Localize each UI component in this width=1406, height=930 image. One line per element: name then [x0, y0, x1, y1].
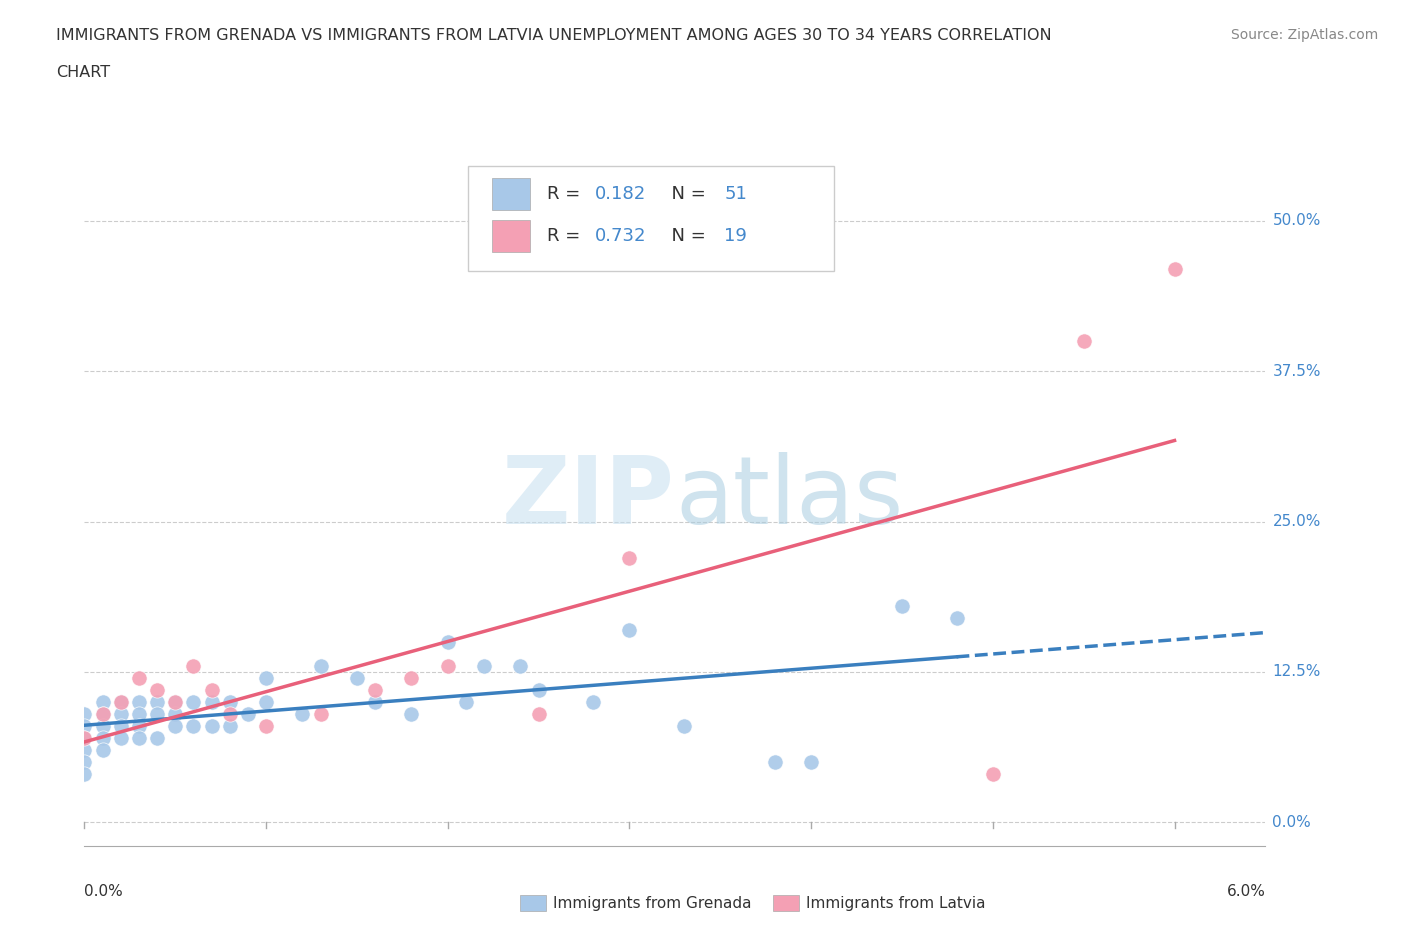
Point: [254, 671, 277, 685]
Point: [73, 731, 96, 746]
Point: [981, 766, 1004, 781]
Point: [218, 707, 240, 722]
Point: [165, 707, 187, 722]
Point: [401, 671, 423, 685]
Point: [891, 598, 914, 613]
Point: [527, 683, 550, 698]
Text: 6.0%: 6.0%: [1226, 884, 1265, 898]
Point: [309, 658, 332, 673]
Point: [254, 695, 277, 710]
Point: [309, 707, 332, 722]
Point: [73, 731, 96, 746]
Text: 50.0%: 50.0%: [1272, 214, 1320, 229]
Point: [110, 695, 132, 710]
Point: [110, 731, 132, 746]
Point: [128, 671, 150, 685]
Point: [110, 695, 132, 710]
Text: ZIP: ZIP: [502, 452, 675, 543]
Point: [73, 707, 96, 722]
Text: Immigrants from Grenada: Immigrants from Grenada: [553, 896, 751, 910]
Point: [1163, 261, 1185, 276]
Point: [763, 754, 786, 769]
Point: [128, 719, 150, 734]
Point: [1073, 334, 1095, 349]
Point: [73, 743, 96, 758]
Point: [165, 695, 187, 710]
Point: [436, 658, 458, 673]
Point: [183, 695, 205, 710]
Text: R =: R =: [547, 185, 586, 203]
Text: 51: 51: [724, 185, 748, 203]
Point: [91, 707, 114, 722]
Text: atlas: atlas: [675, 452, 903, 543]
Point: [436, 634, 458, 649]
Point: [73, 754, 96, 769]
Point: [128, 707, 150, 722]
Point: [509, 658, 531, 673]
Point: [146, 731, 169, 746]
Point: [146, 707, 169, 722]
Text: CHART: CHART: [56, 65, 110, 80]
Text: 37.5%: 37.5%: [1272, 364, 1320, 379]
Point: [364, 695, 387, 710]
Point: [291, 707, 314, 722]
Point: [472, 658, 495, 673]
Point: [146, 683, 169, 698]
Bar: [492, 179, 530, 210]
Point: [128, 731, 150, 746]
Point: [619, 551, 641, 565]
Point: [110, 707, 132, 722]
Point: [800, 754, 823, 769]
Point: [73, 719, 96, 734]
Point: [401, 707, 423, 722]
Point: [165, 719, 187, 734]
Point: [364, 683, 387, 698]
Text: N =: N =: [659, 185, 711, 203]
Point: [254, 719, 277, 734]
Point: [128, 695, 150, 710]
Point: [218, 719, 240, 734]
Text: 0.182: 0.182: [595, 185, 645, 203]
Point: [91, 695, 114, 710]
Point: [454, 695, 477, 710]
Text: N =: N =: [659, 227, 711, 245]
Point: [200, 719, 222, 734]
Point: [200, 683, 222, 698]
Text: 25.0%: 25.0%: [1272, 514, 1320, 529]
Point: [183, 719, 205, 734]
Point: [91, 743, 114, 758]
Point: [619, 622, 641, 637]
Point: [527, 707, 550, 722]
Text: 12.5%: 12.5%: [1272, 664, 1320, 680]
Point: [91, 707, 114, 722]
Text: R =: R =: [547, 227, 586, 245]
Point: [165, 695, 187, 710]
Point: [146, 695, 169, 710]
Text: 0.0%: 0.0%: [84, 884, 124, 898]
Point: [200, 695, 222, 710]
Bar: [492, 220, 530, 252]
Text: IMMIGRANTS FROM GRENADA VS IMMIGRANTS FROM LATVIA UNEMPLOYMENT AMONG AGES 30 TO : IMMIGRANTS FROM GRENADA VS IMMIGRANTS FR…: [56, 28, 1052, 43]
Point: [582, 695, 605, 710]
Point: [91, 719, 114, 734]
FancyBboxPatch shape: [468, 166, 834, 271]
Point: [945, 610, 967, 625]
Text: 0.0%: 0.0%: [1272, 815, 1312, 830]
Text: 0.732: 0.732: [595, 227, 647, 245]
Text: Source: ZipAtlas.com: Source: ZipAtlas.com: [1230, 28, 1378, 42]
Point: [236, 707, 259, 722]
Point: [91, 731, 114, 746]
Point: [346, 671, 368, 685]
Text: Immigrants from Latvia: Immigrants from Latvia: [806, 896, 986, 910]
Point: [183, 658, 205, 673]
Point: [672, 719, 695, 734]
Text: 19: 19: [724, 227, 748, 245]
Point: [110, 719, 132, 734]
Point: [73, 766, 96, 781]
Point: [218, 695, 240, 710]
